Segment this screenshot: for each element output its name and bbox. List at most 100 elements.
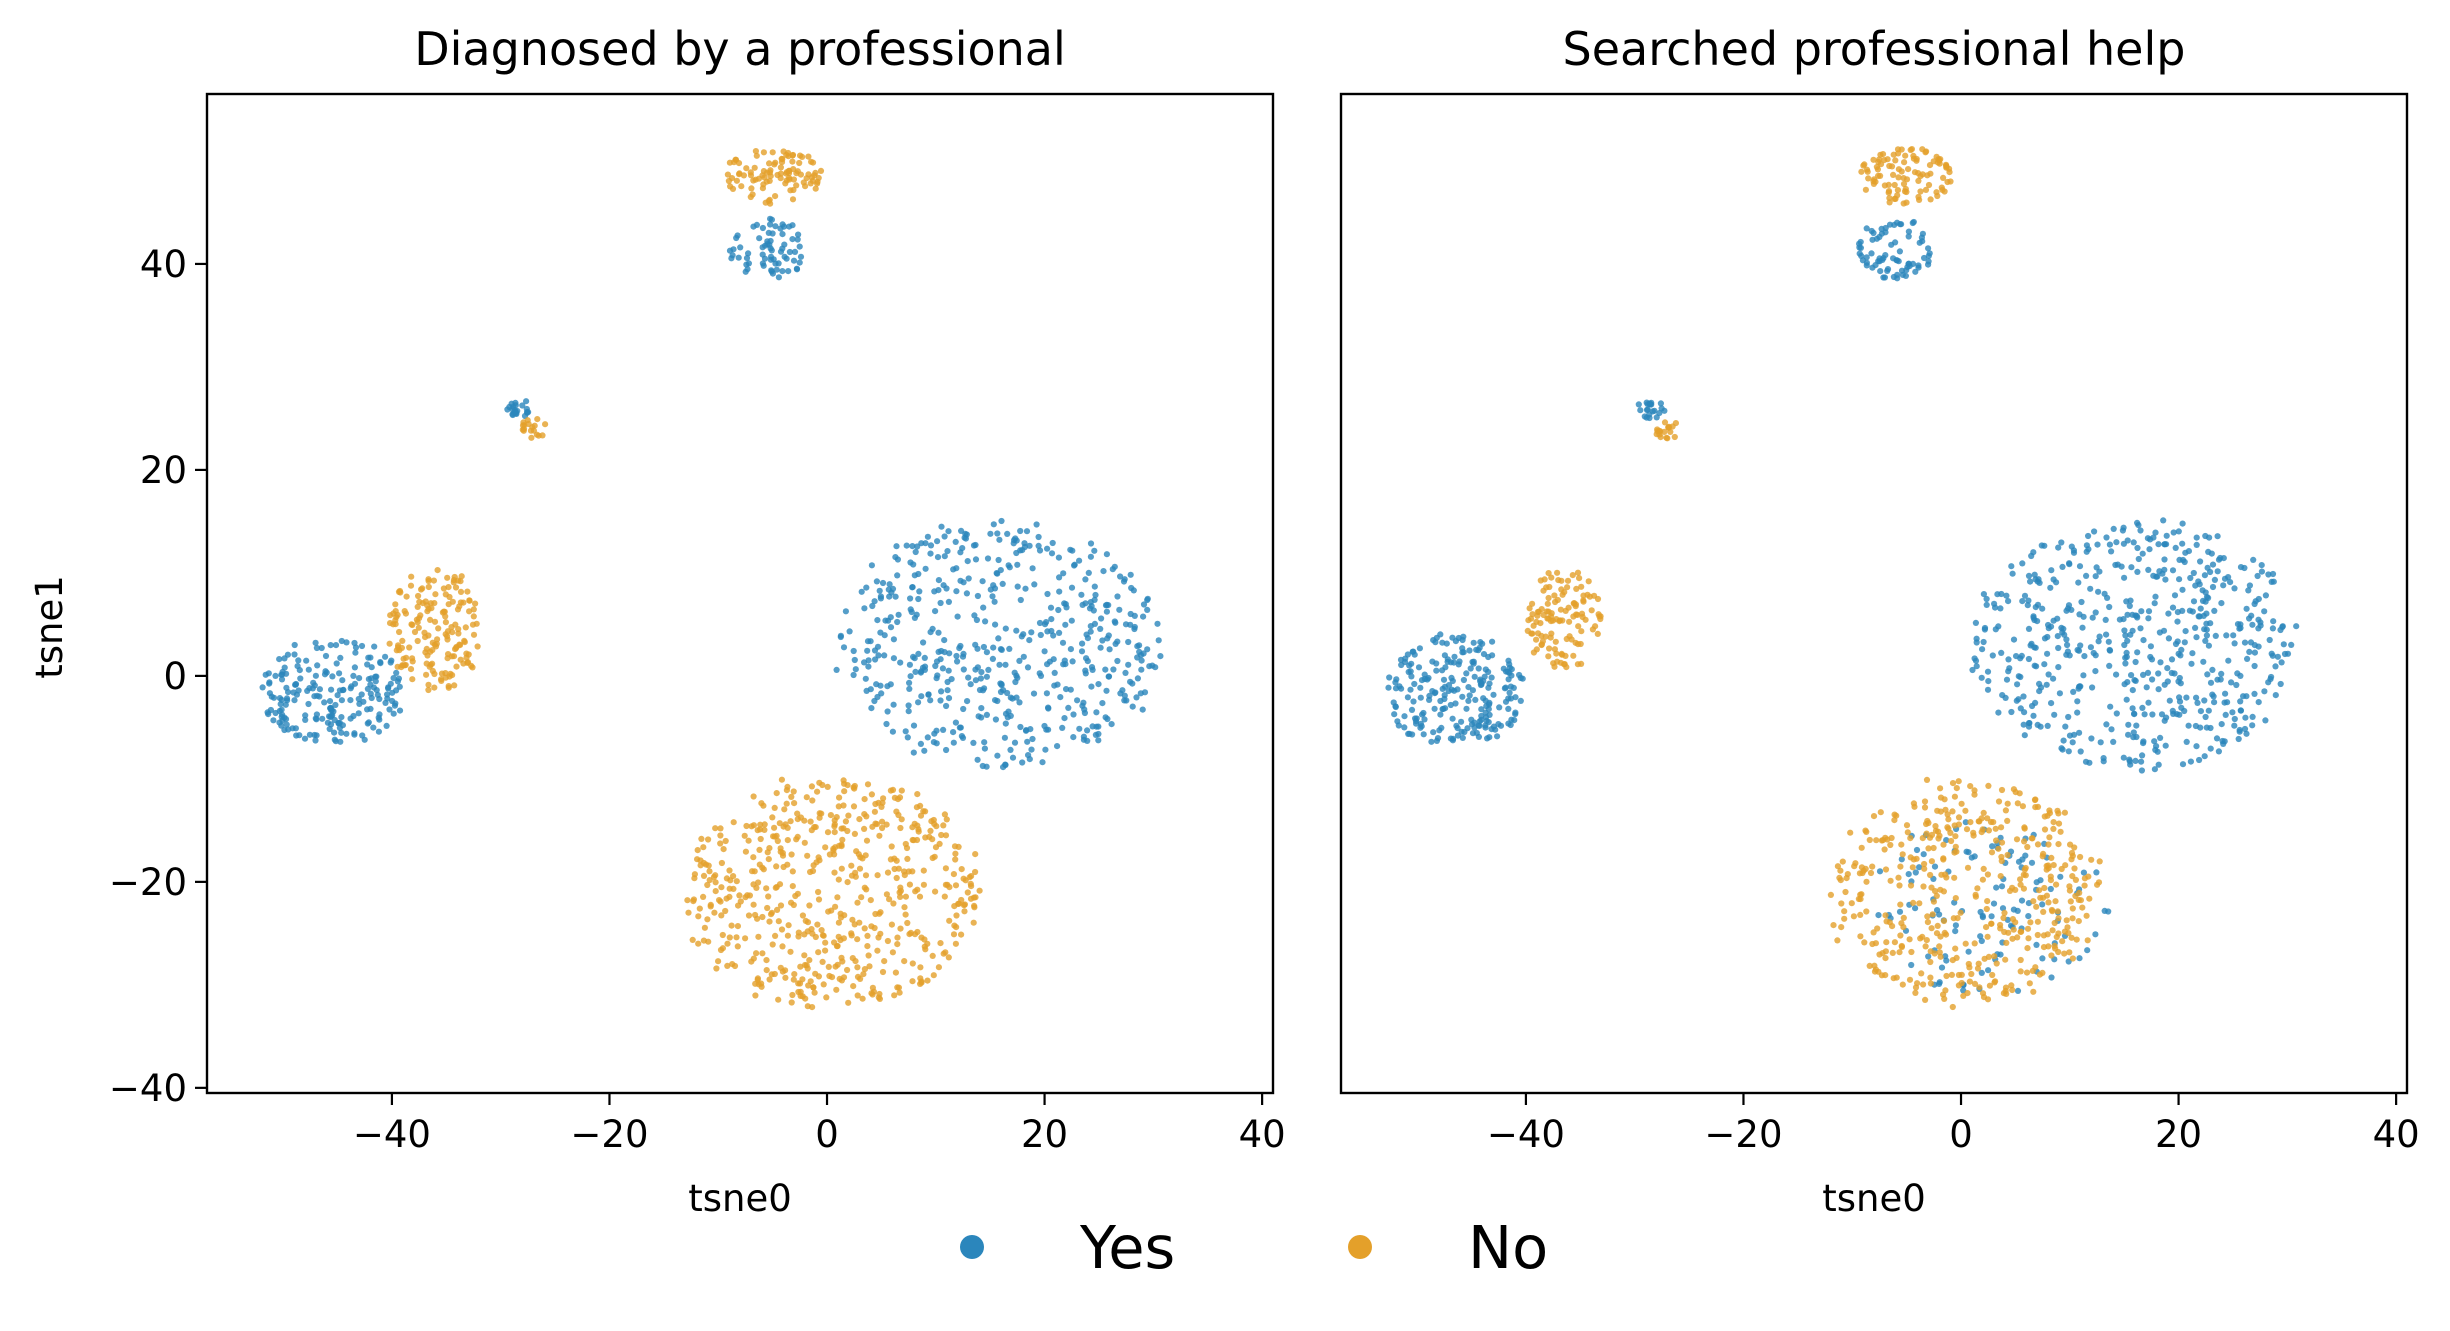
scatter-point-yes <box>2181 639 2188 646</box>
scatter-point-no <box>813 859 820 866</box>
scatter-point-yes <box>2269 570 2277 578</box>
scatter-point-yes <box>877 682 884 689</box>
scatter-point-yes <box>2088 735 2095 742</box>
scatter-point-yes <box>1417 724 1424 731</box>
scatter-point-no <box>2081 882 2088 889</box>
scatter-point-yes <box>1857 238 1864 246</box>
scatter-point-no <box>1538 641 1545 649</box>
scatter-point-yes <box>1006 564 1013 571</box>
scatter-point-no <box>1919 933 1926 941</box>
scatter-point-yes <box>2257 619 2264 626</box>
scatter-point-no <box>1574 641 1582 648</box>
scatter-point-yes <box>2213 735 2221 742</box>
scatter-point-yes <box>2251 662 2258 670</box>
scatter-point-yes <box>2135 555 2142 563</box>
scatter-point-yes <box>908 608 915 616</box>
scatter-point-yes <box>2131 710 2138 717</box>
scatter-point-yes <box>863 687 870 695</box>
scatter-point-no <box>869 984 877 991</box>
scatter-point-yes <box>983 649 991 656</box>
scatter-point-no <box>758 983 765 990</box>
scatter-point-yes <box>368 675 375 682</box>
scatter-point-yes <box>328 712 335 720</box>
scatter-point-no <box>751 164 758 171</box>
scatter-point-no <box>810 984 817 991</box>
scatter-point-yes <box>1478 706 1485 713</box>
scatter-point-no <box>929 836 936 843</box>
scatter-point-no <box>809 867 817 875</box>
scatter-point-yes <box>2044 722 2051 730</box>
scatter-point-no <box>1884 156 1891 163</box>
scatter-point-no <box>734 943 741 950</box>
scatter-point-yes <box>2092 931 2099 938</box>
scatter-point-no <box>889 949 897 956</box>
scatter-point-yes <box>2083 548 2090 555</box>
scatter-point-no <box>1533 636 1540 643</box>
scatter-point-yes <box>1021 543 1028 551</box>
scatter-point-no <box>802 183 809 190</box>
scatter-point-no <box>955 900 962 908</box>
scatter-point-yes <box>1908 961 1915 969</box>
scatter-point-no <box>904 919 911 927</box>
scatter-point-no <box>1937 785 1944 792</box>
scatter-point-no <box>1979 876 1986 883</box>
scatter-point-yes <box>390 675 397 682</box>
scatter-point-yes <box>2134 544 2141 552</box>
scatter-point-no <box>1928 925 1935 932</box>
scatter-point-yes <box>1099 700 1106 707</box>
scatter-point-no <box>392 601 399 608</box>
scatter-point-no <box>808 783 816 790</box>
scatter-point-yes <box>1091 596 1098 604</box>
scatter-point-yes <box>2200 658 2207 665</box>
scatter-point-no <box>1971 791 1978 798</box>
scatter-point-yes <box>974 592 982 600</box>
scatter-point-yes <box>1386 674 1393 681</box>
scatter-point-yes <box>1068 617 1075 624</box>
scatter-point-yes <box>268 693 275 700</box>
scatter-point-yes <box>927 629 934 636</box>
scatter-point-yes <box>2204 564 2211 571</box>
scatter-point-no <box>1891 181 1898 189</box>
scatter-point-yes <box>910 653 917 661</box>
scatter-point-no <box>1881 182 1888 189</box>
scatter-point-no <box>771 970 778 978</box>
scatter-point-yes <box>2047 885 2054 893</box>
scatter-point-yes <box>2179 761 2187 768</box>
scatter-point-no <box>2043 866 2050 873</box>
scatter-point-yes <box>1651 407 1658 414</box>
scatter-point-yes <box>1451 687 1458 694</box>
scatter-point-no <box>1548 574 1555 581</box>
scatter-point-no <box>1850 913 1857 920</box>
scatter-point-yes <box>289 725 296 732</box>
scatter-point-no <box>454 606 462 613</box>
scatter-point-yes <box>2190 598 2198 605</box>
scatter-point-no <box>861 966 869 973</box>
scatter-point-yes <box>392 700 399 707</box>
scatter-point-yes <box>2025 913 2032 920</box>
scatter-point-yes <box>2254 572 2261 580</box>
scatter-point-yes <box>2005 668 2012 675</box>
scatter-point-no <box>2052 945 2059 952</box>
scatter-point-no <box>811 989 818 996</box>
scatter-point-yes <box>1076 557 1083 564</box>
scatter-point-yes <box>1054 743 1061 750</box>
scatter-point-yes <box>1512 711 1519 718</box>
scatter-point-yes <box>2129 687 2136 694</box>
scatter-point-yes <box>339 677 346 684</box>
scatter-point-no <box>733 934 740 941</box>
scatter-point-no <box>2048 952 2055 959</box>
scatter-point-yes <box>973 616 981 624</box>
scatter-point-no <box>1924 913 1931 920</box>
scatter-point-no <box>1877 809 1884 816</box>
scatter-point-yes <box>2217 676 2224 683</box>
scatter-point-no <box>1916 900 1923 907</box>
scatter-point-no <box>1900 180 1908 188</box>
scatter-point-yes <box>2170 529 2177 536</box>
scatter-point-no <box>861 925 868 932</box>
scatter-point-yes <box>1644 401 1651 408</box>
scatter-point-no <box>789 158 796 165</box>
scatter-point-no <box>806 957 813 964</box>
scatter-point-no <box>1563 664 1570 671</box>
scatter-point-no <box>778 926 786 933</box>
scatter-point-yes <box>1025 752 1032 759</box>
